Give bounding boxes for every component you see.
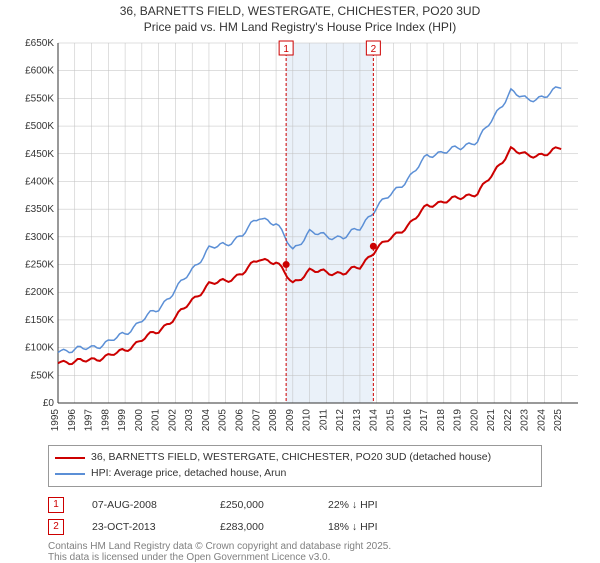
title-line-2: Price paid vs. HM Land Registry's House … [0, 20, 600, 36]
svg-text:2025: 2025 [553, 409, 564, 432]
footer-line-1: Contains HM Land Registry data © Crown c… [48, 541, 558, 552]
svg-text:2017: 2017 [419, 409, 430, 432]
legend-item-hpi: HPI: Average price, detached house, Arun [55, 466, 535, 482]
legend-label: 36, BARNETTS FIELD, WESTERGATE, CHICHEST… [91, 450, 491, 466]
chart-title: 36, BARNETTS FIELD, WESTERGATE, CHICHEST… [0, 0, 600, 35]
svg-text:1997: 1997 [84, 409, 95, 432]
svg-text:2015: 2015 [385, 409, 396, 432]
svg-text:£450K: £450K [25, 149, 54, 160]
title-line-1: 36, BARNETTS FIELD, WESTERGATE, CHICHEST… [0, 4, 600, 20]
price-chart: £0 £50K £100K £150K £200K £250K £300K £350K £400… [10, 39, 590, 439]
legend: 36, BARNETTS FIELD, WESTERGATE, CHICHEST… [48, 445, 542, 487]
svg-text:2001: 2001 [151, 409, 162, 432]
svg-text:2005: 2005 [218, 409, 229, 432]
svg-text:1: 1 [283, 44, 289, 55]
svg-text:£600K: £600K [25, 66, 54, 77]
svg-text:£0: £0 [43, 398, 55, 409]
svg-text:£350K: £350K [25, 204, 54, 215]
sale-delta: 22% ↓ HPI [328, 499, 378, 511]
svg-text:£200K: £200K [25, 287, 54, 298]
footer-line-2: This data is licensed under the Open Gov… [48, 552, 558, 563]
svg-text:£500K: £500K [25, 121, 54, 132]
svg-text:1995: 1995 [50, 409, 61, 432]
svg-text:£250K: £250K [25, 260, 54, 271]
svg-text:2021: 2021 [486, 409, 497, 432]
svg-text:1999: 1999 [117, 409, 128, 432]
svg-text:2013: 2013 [352, 409, 363, 432]
sale-marker-1: 1 [48, 497, 64, 513]
svg-text:£550K: £550K [25, 94, 54, 105]
svg-text:2022: 2022 [503, 409, 514, 432]
sale-date: 23-OCT-2013 [92, 521, 192, 533]
svg-text:2010: 2010 [302, 409, 313, 432]
svg-text:2020: 2020 [469, 409, 480, 432]
svg-text:2007: 2007 [251, 409, 262, 432]
svg-text:£100K: £100K [25, 343, 54, 354]
legend-label: HPI: Average price, detached house, Arun [91, 466, 286, 482]
svg-text:2018: 2018 [436, 409, 447, 432]
svg-text:1998: 1998 [100, 409, 111, 432]
legend-swatch-hpi [55, 473, 85, 475]
sale-date: 07-AUG-2008 [92, 499, 192, 511]
svg-text:1996: 1996 [67, 409, 78, 432]
svg-text:2002: 2002 [167, 409, 178, 432]
svg-text:2003: 2003 [184, 409, 195, 432]
sale-price: £250,000 [220, 499, 300, 511]
svg-text:£150K: £150K [25, 315, 54, 326]
svg-text:2016: 2016 [402, 409, 413, 432]
sale-delta: 18% ↓ HPI [328, 521, 378, 533]
legend-item-property: 36, BARNETTS FIELD, WESTERGATE, CHICHEST… [55, 450, 535, 466]
svg-text:2: 2 [371, 44, 377, 55]
svg-text:2008: 2008 [268, 409, 279, 432]
svg-text:2004: 2004 [201, 409, 212, 432]
svg-text:2009: 2009 [285, 409, 296, 432]
svg-text:2014: 2014 [369, 409, 380, 432]
svg-text:£300K: £300K [25, 232, 54, 243]
svg-text:2024: 2024 [536, 409, 547, 432]
svg-text:2006: 2006 [235, 409, 246, 432]
svg-text:2023: 2023 [520, 409, 531, 432]
svg-text:2012: 2012 [335, 409, 346, 432]
svg-text:2000: 2000 [134, 409, 145, 432]
svg-text:2011: 2011 [318, 409, 329, 431]
sale-row: 1 07-AUG-2008 £250,000 22% ↓ HPI [48, 491, 558, 513]
attribution-footer: Contains HM Land Registry data © Crown c… [48, 541, 558, 563]
svg-text:2019: 2019 [453, 409, 464, 432]
svg-text:£50K: £50K [31, 370, 55, 381]
svg-text:£650K: £650K [25, 39, 54, 49]
sale-marker-2: 2 [48, 519, 64, 535]
sale-price: £283,000 [220, 521, 300, 533]
svg-text:£400K: £400K [25, 177, 54, 188]
sales-table: 1 07-AUG-2008 £250,000 22% ↓ HPI 2 23-OC… [48, 491, 558, 535]
sale-row: 2 23-OCT-2013 £283,000 18% ↓ HPI [48, 513, 558, 535]
legend-swatch-property [55, 457, 85, 459]
